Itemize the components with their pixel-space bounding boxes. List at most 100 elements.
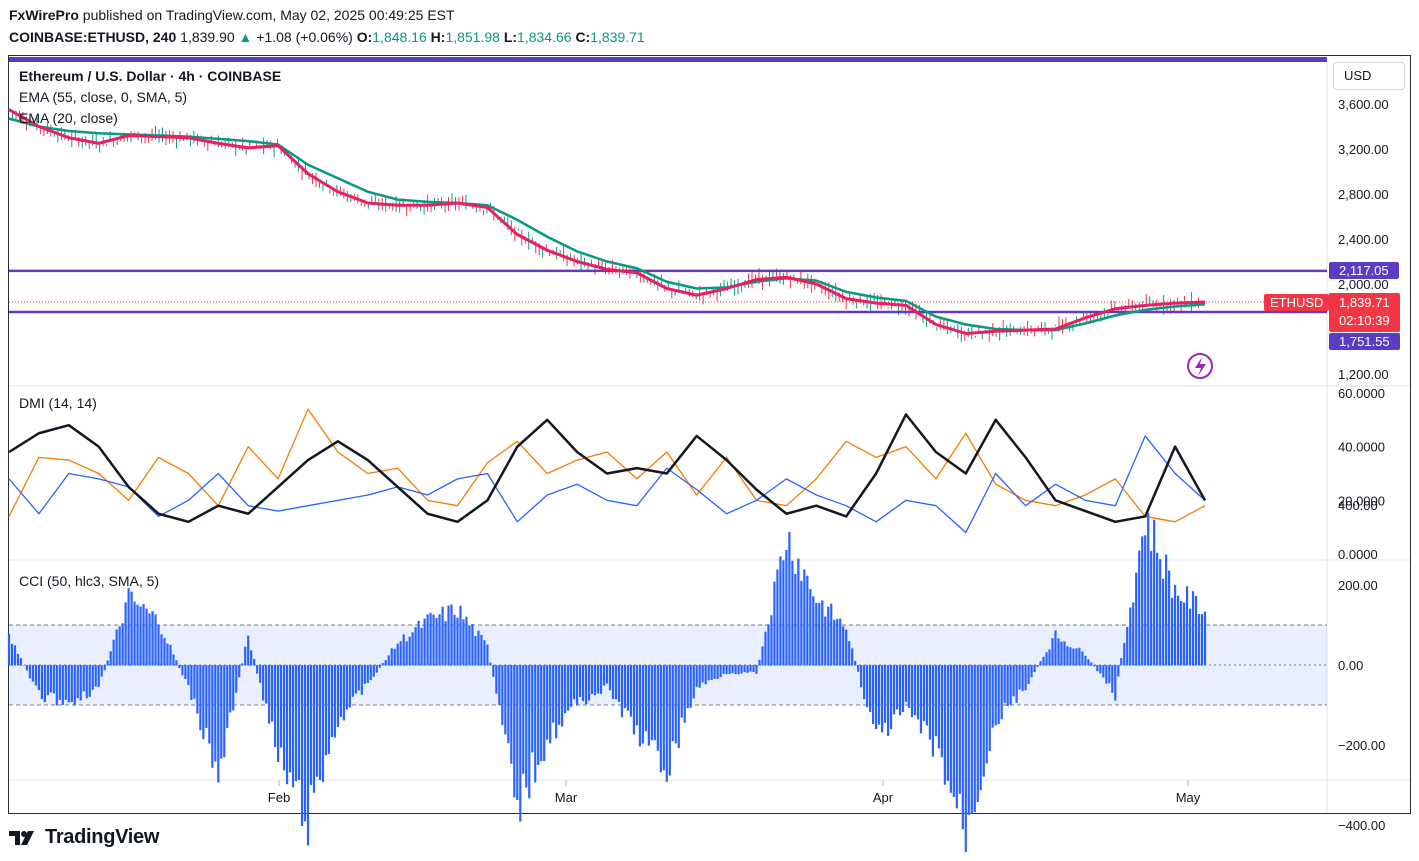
cci-bar (468, 625, 471, 666)
cci-bar (169, 644, 172, 666)
cci-bar (1042, 656, 1045, 666)
cci-bar (483, 640, 486, 666)
cci-bar (417, 620, 420, 666)
cci-bar (498, 665, 501, 705)
cci-bar (937, 665, 940, 749)
cci-bar (1105, 665, 1108, 684)
cci-bar (677, 665, 680, 749)
dmi-axis-tick-2: 20.0000 (1338, 493, 1385, 508)
cci-bar (665, 665, 668, 782)
cci-bar (402, 634, 405, 666)
cci-bar (689, 665, 692, 708)
cci-bar (82, 665, 85, 692)
cci-bar (348, 665, 351, 708)
cci-bar (462, 619, 465, 666)
cci-bar (58, 665, 61, 701)
cci-bar (650, 665, 653, 741)
cci-bar (522, 665, 525, 774)
cci-bar (1168, 570, 1171, 666)
currency-selector[interactable]: USD (1333, 62, 1405, 90)
cci-bar (632, 665, 636, 735)
cci-bar (441, 606, 444, 666)
cci-bar (892, 665, 896, 715)
cci-bar (982, 665, 985, 777)
cci-bar (166, 643, 169, 666)
cci-bar (1114, 665, 1117, 701)
cci-bar (1171, 597, 1174, 666)
cci-bar (399, 641, 402, 666)
cci-bar (626, 665, 630, 711)
dmi-pane-title[interactable]: DMI (14, 14) (19, 395, 97, 411)
price-axis-tick-4: 2,000.00 (1338, 277, 1389, 292)
cci-bar (205, 665, 208, 728)
ema-55-line (8, 117, 1206, 332)
last-price-tag-value: 1,839.71 (1339, 295, 1390, 310)
cci-axis-tick-4: −400.00 (1338, 818, 1385, 833)
cci-bar (776, 569, 779, 666)
cci-bar (830, 603, 833, 666)
cci-bar (552, 665, 555, 723)
cci-bar (510, 665, 513, 764)
cci-bar (193, 665, 196, 699)
cci-bar (279, 665, 283, 748)
cci-bar (1069, 647, 1072, 666)
cci-bar (1060, 641, 1063, 666)
tradingview-logo[interactable]: TradingView (9, 826, 159, 849)
cci-bar (686, 665, 689, 709)
cci-bar (1185, 586, 1189, 666)
cci-bar (725, 665, 728, 675)
cci-bar (573, 665, 576, 700)
cci-bar (414, 627, 417, 666)
cci-bar (181, 665, 184, 676)
cci-bar (423, 618, 426, 666)
cci-bar (321, 665, 325, 783)
cci-axis-tick-3: −200.00 (1338, 738, 1385, 753)
upper-line-tag: 2,117.05 (1329, 262, 1399, 279)
cci-bar (656, 665, 659, 751)
cci-bar (952, 665, 955, 797)
cci-bar (97, 665, 100, 687)
time-axis-tick-2: Apr (873, 790, 894, 805)
high-value: 1,851.98 (445, 29, 500, 45)
cci-bar (1132, 602, 1135, 666)
cci-bar (351, 665, 354, 697)
cci-bar (327, 665, 331, 755)
cci-pane-title[interactable]: CCI (50, hlc3, SMA, 5) (19, 573, 160, 589)
cci-bar (1087, 659, 1090, 666)
cci-bar (61, 665, 64, 705)
cci-bar (1075, 648, 1078, 666)
cci-bar (1203, 611, 1207, 666)
cci-bar (262, 665, 265, 701)
cci-bar (199, 665, 202, 731)
cci-bar (253, 659, 256, 666)
cci-bar (907, 665, 911, 708)
candles-group (8, 108, 1203, 343)
cci-bar (593, 665, 597, 696)
cci-bar (1126, 627, 1129, 666)
last-price-tag: 1,839.71 02:10:39 (1329, 293, 1400, 332)
cci-bar (824, 616, 827, 666)
cci-bar (85, 665, 88, 699)
cci-bar (244, 646, 247, 666)
cci-bar (719, 665, 722, 678)
publisher-name[interactable]: FxWirePro (9, 7, 79, 23)
cci-histogram (7, 512, 1207, 853)
cci-bar (904, 665, 908, 702)
cci-bar (949, 665, 952, 793)
cci-bar (67, 665, 70, 703)
cci-bar (713, 665, 716, 679)
cci-bar (528, 665, 531, 799)
cci-bar (190, 665, 193, 700)
cci-bar (803, 569, 806, 666)
cci-bar (555, 665, 558, 739)
cci-bar (872, 665, 875, 725)
cci-bar (489, 662, 492, 666)
cci-bar (133, 601, 136, 666)
ema-55-label[interactable]: EMA (55, close, 0, SMA, 5) (19, 89, 188, 105)
cci-bar (435, 618, 438, 666)
dmi-axis-tick-1: 40.0000 (1338, 440, 1385, 455)
cci-bar (342, 665, 345, 721)
cci-bar (214, 665, 217, 762)
ema-20-label[interactable]: EMA (20, close) (19, 110, 118, 126)
